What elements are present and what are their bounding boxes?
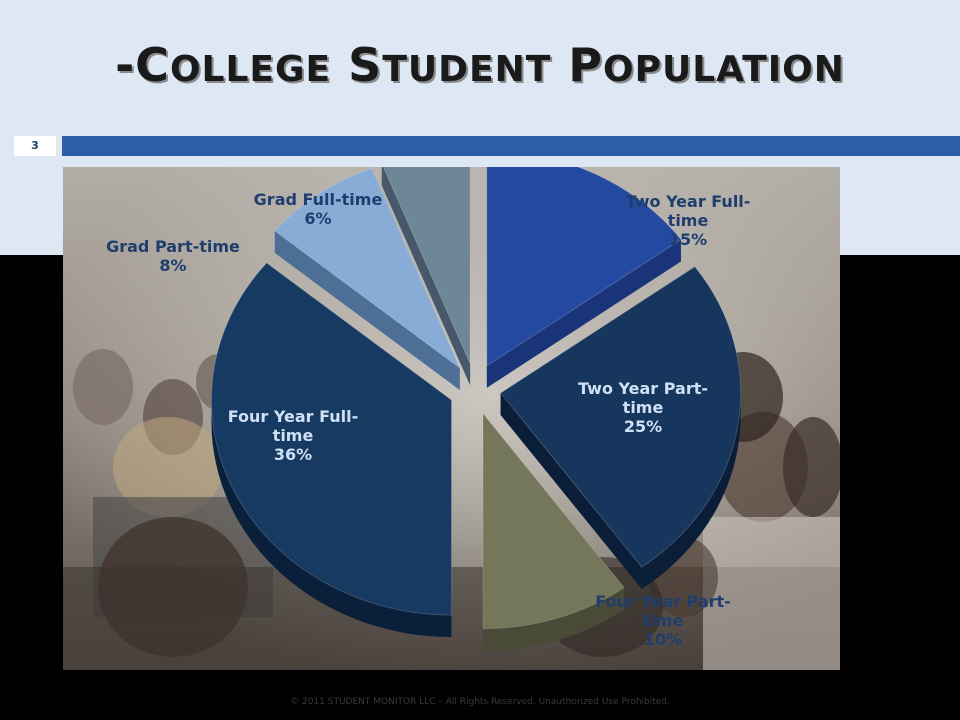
accent-bar [62,136,960,156]
slice-label: Grad Full-time 6% [254,190,383,228]
slide-number: 3 [31,139,39,152]
slice-label: Two Year Full-time 15% [626,192,751,249]
pie-slice-side [641,393,741,590]
title-word: POPULATION [568,38,845,92]
title-word: STUDENT [348,38,552,92]
slide-title: -COLLEGE STUDENT POPULATION [0,38,960,92]
title-words: COLLEGE STUDENT POPULATION [135,38,845,92]
title-prefix: - [115,38,136,92]
copyright-footer: © 2011 STUDENT MONITOR LLC – All Rights … [290,697,670,707]
pie-slice [486,167,682,367]
slice-label: Grad Part-time 8% [106,237,240,275]
pie-slice-side [211,400,452,638]
pie-slice [499,266,742,568]
slice-label: Four Year Part-time 10% [595,592,731,649]
slice-label: Four Year Full-time 36% [228,407,358,464]
pie-slice-wall [486,239,681,388]
pie-slice [274,167,461,370]
pie-chart: Two Year Full-time 15% Two Year Part-time 2… [106,167,751,651]
pie-slice-wall [381,167,471,386]
pie-slice [382,167,471,364]
pie-slice-side [483,587,625,651]
slide-number-box [14,136,56,156]
classroom-photo: Two Year Full-time 15% Two Year Part-time 2… [63,167,840,670]
pie-slice-wall [274,230,460,390]
pie-slice-wall [500,393,642,590]
pie-slice [482,412,625,630]
slice-label: Two Year Part-time 25% [578,379,708,436]
pie-slice [210,262,452,616]
title-word: COLLEGE [135,38,332,92]
